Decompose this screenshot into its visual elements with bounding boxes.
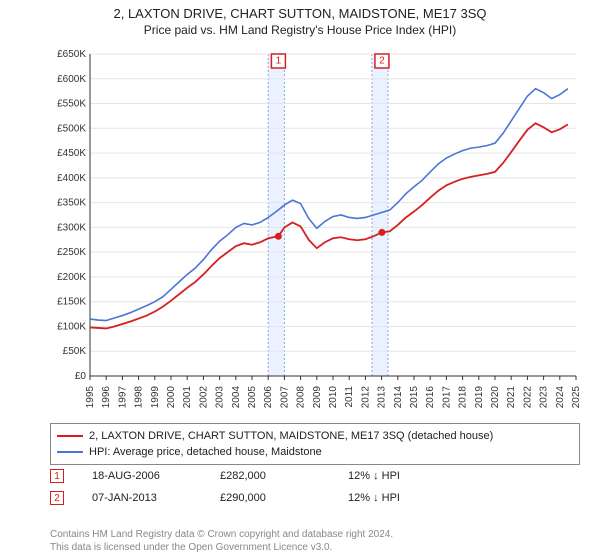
svg-text:£50K: £50K	[63, 346, 87, 357]
legend-swatch	[57, 451, 83, 453]
legend-label: HPI: Average price, detached house, Maid…	[89, 444, 322, 460]
svg-text:2001: 2001	[182, 386, 193, 409]
svg-text:2025: 2025	[571, 386, 580, 409]
svg-text:2003: 2003	[215, 386, 226, 409]
price-chart: £0 £50K £100K £150K £200K £250K £300K £350K £400…	[50, 50, 580, 380]
sale-date: 18-AUG-2006	[92, 470, 192, 482]
sale-delta: 12% ↓ HPI	[348, 470, 448, 482]
svg-text:£150K: £150K	[57, 297, 86, 308]
chart-svg: £0 £50K £100K £150K £200K £250K £300K £350K £400…	[50, 50, 580, 420]
svg-text:£400K: £400K	[57, 173, 86, 184]
svg-text:2007: 2007	[279, 386, 290, 409]
svg-text:£500K: £500K	[57, 123, 86, 134]
svg-text:£300K: £300K	[57, 222, 86, 233]
svg-text:2005: 2005	[247, 386, 258, 409]
sale-point-2	[378, 229, 385, 236]
svg-text:2016: 2016	[425, 386, 436, 409]
title-line-1: 2, LAXTON DRIVE, CHART SUTTON, MAIDSTONE…	[0, 6, 600, 21]
svg-text:£100K: £100K	[57, 321, 86, 332]
sale-marker-badge: 1	[50, 469, 64, 483]
svg-text:2004: 2004	[231, 386, 242, 409]
footer-line-2: This data is licensed under the Open Gov…	[50, 541, 580, 554]
svg-text:2012: 2012	[360, 386, 371, 409]
title-block: 2, LAXTON DRIVE, CHART SUTTON, MAIDSTONE…	[0, 0, 600, 37]
sale-marker-2: 2	[375, 54, 389, 68]
svg-text:£450K: £450K	[57, 148, 86, 159]
sale-row: 2 07-JAN-2013 £290,000 12% ↓ HPI	[50, 487, 580, 509]
svg-text:1998: 1998	[134, 386, 145, 409]
series-hpi	[90, 89, 568, 321]
svg-text:£600K: £600K	[57, 74, 86, 85]
svg-text:2: 2	[379, 56, 385, 67]
svg-text:2013: 2013	[377, 386, 388, 409]
svg-text:2023: 2023	[539, 386, 550, 409]
sale-point-1	[275, 233, 282, 240]
svg-text:2009: 2009	[312, 386, 323, 409]
sale-date: 07-JAN-2013	[92, 492, 192, 504]
sale-marker-1: 1	[271, 54, 285, 68]
svg-text:1997: 1997	[117, 386, 128, 409]
svg-text:£0: £0	[75, 371, 87, 382]
legend-swatch	[57, 435, 83, 437]
svg-text:2002: 2002	[198, 386, 209, 409]
svg-text:2022: 2022	[522, 386, 533, 409]
sale-price: £282,000	[220, 470, 320, 482]
svg-text:2018: 2018	[458, 386, 469, 409]
svg-text:1996: 1996	[101, 386, 112, 409]
legend-label: 2, LAXTON DRIVE, CHART SUTTON, MAIDSTONE…	[89, 428, 493, 444]
svg-text:2020: 2020	[490, 386, 501, 409]
page: 2, LAXTON DRIVE, CHART SUTTON, MAIDSTONE…	[0, 0, 600, 560]
svg-text:2011: 2011	[344, 386, 355, 408]
svg-text:£650K: £650K	[57, 50, 86, 60]
svg-text:2017: 2017	[441, 386, 452, 409]
svg-text:2014: 2014	[393, 386, 404, 409]
svg-text:2021: 2021	[506, 386, 517, 409]
svg-text:1995: 1995	[85, 386, 96, 409]
svg-text:2006: 2006	[263, 386, 274, 409]
footer: Contains HM Land Registry data © Crown c…	[50, 528, 580, 554]
svg-text:1: 1	[276, 56, 282, 67]
sale-delta: 12% ↓ HPI	[348, 492, 448, 504]
legend: 2, LAXTON DRIVE, CHART SUTTON, MAIDSTONE…	[50, 423, 580, 465]
sale-row: 1 18-AUG-2006 £282,000 12% ↓ HPI	[50, 465, 580, 487]
legend-row: HPI: Average price, detached house, Maid…	[57, 444, 573, 460]
svg-text:£200K: £200K	[57, 272, 86, 283]
svg-text:2008: 2008	[296, 386, 307, 409]
svg-text:2000: 2000	[166, 386, 177, 409]
svg-text:£550K: £550K	[57, 99, 86, 110]
svg-text:2019: 2019	[474, 386, 485, 409]
svg-text:2015: 2015	[409, 386, 420, 409]
svg-text:2024: 2024	[555, 386, 566, 409]
svg-text:£350K: £350K	[57, 198, 86, 209]
svg-text:1999: 1999	[150, 386, 161, 409]
svg-text:2010: 2010	[328, 386, 339, 409]
title-line-2: Price paid vs. HM Land Registry's House …	[0, 23, 600, 37]
sales-table: 1 18-AUG-2006 £282,000 12% ↓ HPI 2 07-JAN-201…	[50, 465, 580, 509]
svg-text:£250K: £250K	[57, 247, 86, 258]
footer-line-1: Contains HM Land Registry data © Crown c…	[50, 528, 580, 541]
sale-price: £290,000	[220, 492, 320, 504]
sale-marker-badge: 2	[50, 491, 64, 505]
legend-row: 2, LAXTON DRIVE, CHART SUTTON, MAIDSTONE…	[57, 428, 573, 444]
